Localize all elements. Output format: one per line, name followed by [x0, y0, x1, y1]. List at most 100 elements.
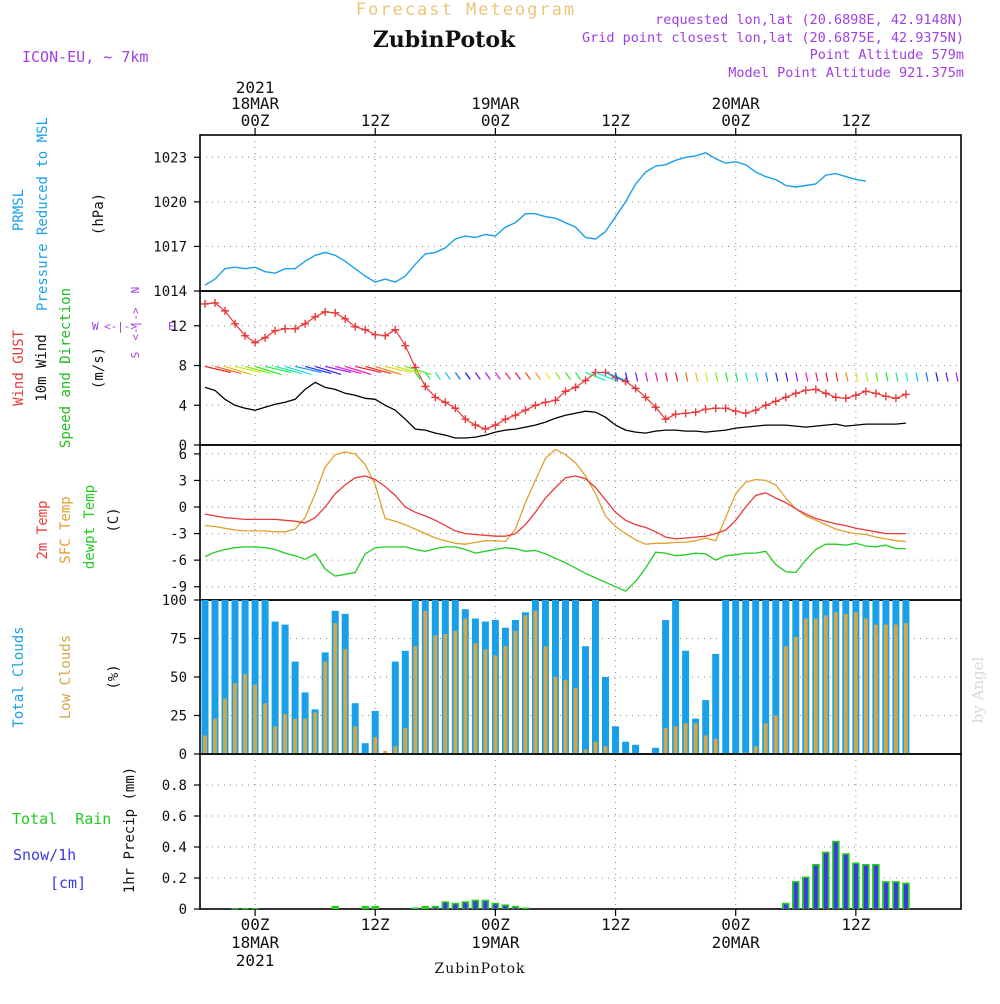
wind-direction-arrow	[915, 372, 919, 382]
low-cloud-bar	[293, 718, 297, 754]
gust-marker	[781, 393, 790, 402]
low-cloud-bar	[353, 726, 358, 754]
gust-marker	[621, 377, 630, 386]
low-cloud-bar	[864, 618, 868, 754]
gust-marker	[741, 409, 750, 418]
wind-direction-arrow	[294, 365, 322, 374]
gust-marker	[441, 398, 450, 407]
total-cloud-bar	[391, 661, 399, 754]
low-cloud-bar	[854, 612, 858, 754]
wind-direction-arrow	[825, 372, 829, 382]
cloud-labels: Total Clouds Low Clouds (%)	[11, 626, 122, 727]
gust-marker	[551, 396, 560, 405]
wind-direction-arrow	[345, 365, 372, 376]
wind-direction-arrow	[274, 365, 302, 375]
low-cloud-bar	[673, 726, 678, 754]
pressure-msl-label: Pressure Reduced to MSL	[35, 117, 51, 311]
total-clouds-label: Total Clouds	[11, 626, 27, 727]
total-cloud-bar	[602, 677, 609, 754]
low-cloud-bar	[533, 610, 538, 754]
gust-marker	[381, 331, 390, 340]
low-cloud-bar	[443, 633, 448, 754]
gust-marker	[321, 307, 330, 316]
rain-bar	[411, 907, 419, 909]
total-cloud-bar	[702, 700, 710, 754]
low-cloud-bar	[263, 703, 267, 754]
gust-marker	[281, 324, 290, 333]
total-cloud-bar	[592, 600, 599, 754]
gust-marker	[421, 382, 430, 391]
low-cloud-bar	[803, 618, 808, 754]
total-cloud-bar	[211, 600, 219, 754]
total-cloud-bar	[401, 650, 409, 754]
wind-direction-arrow	[424, 372, 431, 380]
y-tick-label: 8	[179, 359, 187, 375]
wind-direction-arrow	[514, 372, 521, 380]
precip-unit-label: 1hr Precip (mm)	[122, 767, 138, 893]
gust-marker	[241, 331, 250, 340]
low-cloud-bar	[473, 643, 478, 754]
sfc-temp-label: SFC Temp	[58, 496, 74, 563]
rain-bar	[331, 905, 339, 909]
gust-marker	[211, 298, 220, 307]
pressure-line	[204, 152, 867, 286]
wind-direction-arrow	[544, 372, 551, 380]
percent-label: (%)	[106, 664, 122, 689]
model-altitude: Model Point Altitude 921.375m	[728, 65, 964, 81]
low-cloud-bar	[874, 624, 878, 754]
total-cloud-bar	[652, 747, 660, 754]
wind-direction-arrow	[925, 372, 929, 382]
snow-bar	[463, 902, 468, 909]
snow-bar	[843, 854, 848, 910]
low-cloud-bar	[303, 718, 307, 754]
compass-n: N	[129, 287, 142, 294]
y-tick-label: -6	[170, 553, 187, 569]
gust-marker	[261, 333, 270, 342]
gust-marker	[291, 324, 300, 333]
wind-direction-arrow	[464, 372, 471, 380]
rain-bar	[521, 907, 530, 909]
y-tick-label: 1023	[153, 150, 187, 166]
wind-direction-arrow	[564, 372, 571, 380]
total-cloud-bar	[231, 600, 239, 754]
gust-marker	[231, 319, 240, 328]
total-cloud-bar	[732, 600, 740, 754]
wind-direction-arrow	[585, 371, 606, 382]
wind-direction-arrow	[705, 372, 709, 382]
wind-direction-arrow	[735, 372, 739, 382]
snow-label: Snow/1h	[13, 846, 76, 864]
temp2m-label: 2m Temp	[35, 500, 51, 559]
gust-marker	[631, 384, 640, 393]
low-cloud-bar	[713, 738, 718, 754]
gust-marker	[661, 415, 670, 424]
snow-bar	[883, 882, 888, 909]
wind-direction-arrow	[444, 372, 451, 380]
top-date-label: 18MAR	[231, 94, 280, 113]
wind-direction-arrow	[484, 372, 491, 380]
top-hour-label: 00Z	[241, 111, 270, 130]
gust-marker	[881, 392, 890, 401]
panel-frame	[199, 444, 962, 601]
low-cloud-bar	[233, 683, 237, 754]
wind-direction-arrow	[855, 372, 859, 382]
product-title: Forecast Meteogram	[356, 0, 576, 20]
low-cloud-bar	[423, 610, 428, 754]
rain-bar	[511, 905, 520, 909]
low-cloud-bar	[833, 612, 838, 754]
compass-w: W	[92, 320, 99, 333]
bottom-date-label: 20MAR	[712, 933, 761, 952]
gust-marker	[531, 401, 540, 410]
sfc-temp-line	[204, 448, 906, 545]
gust-marker	[751, 406, 760, 415]
wind-gust-label: Wind GUST	[11, 330, 27, 406]
low-cloud-bar	[463, 618, 468, 754]
rain-bar	[431, 905, 440, 909]
wind-direction-arrow	[335, 365, 362, 375]
low-cloud-bar	[884, 624, 888, 754]
wind-direction-arrow	[504, 372, 511, 380]
y-tick-label: 3	[179, 473, 187, 489]
low-cloud-bar	[513, 630, 518, 754]
low-cloud-bar	[403, 727, 408, 754]
total-cloud-bar	[261, 600, 269, 754]
total-cloud-bar	[622, 741, 630, 754]
